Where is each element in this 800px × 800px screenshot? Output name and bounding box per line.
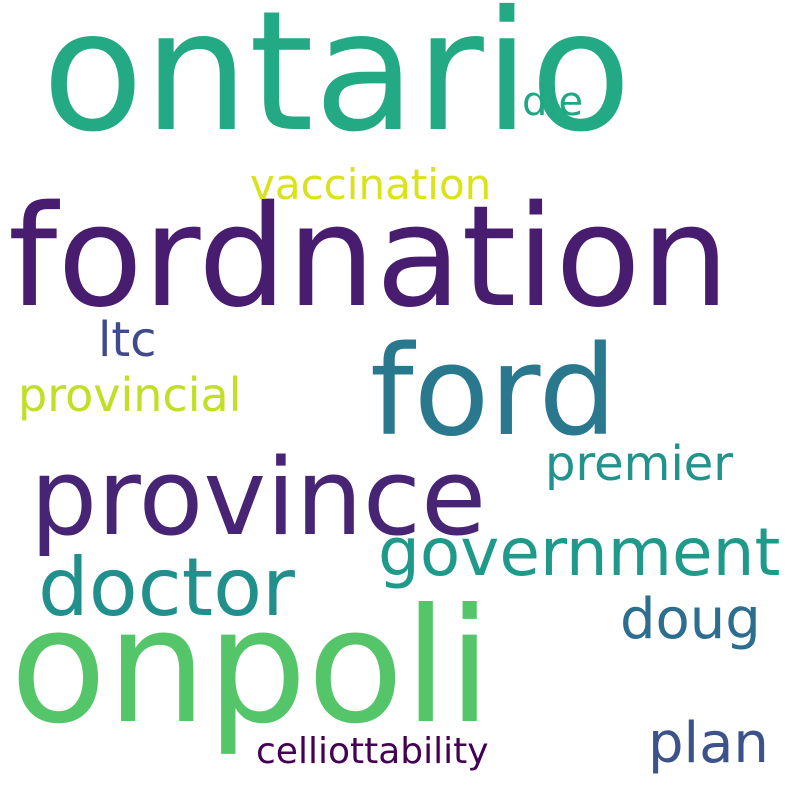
word-plan: plan (648, 711, 769, 776)
word-die: die (522, 79, 584, 125)
word-celliottability: celliottability (256, 731, 489, 772)
word-ford: ford (370, 320, 618, 464)
word-doug: doug (620, 587, 761, 652)
word-onpoli: onpoli (10, 575, 492, 759)
word-vaccination: vaccination (250, 160, 492, 209)
word-premier: premier (545, 436, 734, 492)
word-fordnation: fordnation (8, 176, 730, 339)
word-ltc: ltc (98, 312, 157, 368)
word-doctor: doctor (38, 541, 295, 634)
word-provincial: provincial (18, 368, 242, 422)
word-government: government (378, 514, 781, 591)
word-province: province (30, 436, 487, 559)
word-ontario: ontario (42, 0, 632, 169)
